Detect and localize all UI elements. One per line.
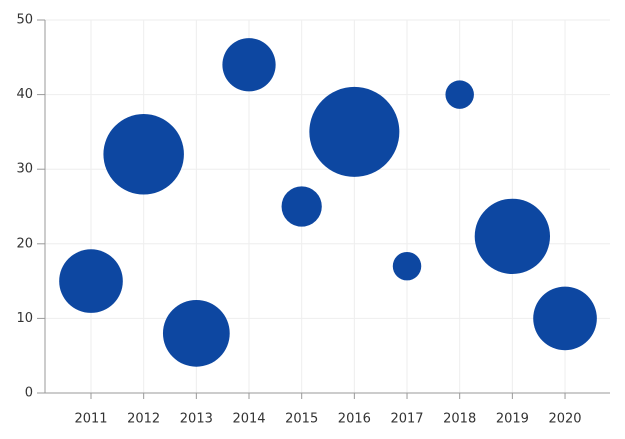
bubble	[59, 249, 123, 313]
x-tick-label: 2020	[548, 412, 581, 427]
bubble	[474, 198, 551, 274]
bubble	[445, 80, 474, 109]
bubble	[392, 251, 422, 281]
bubble	[309, 86, 400, 177]
y-tick-label: 50	[16, 13, 33, 28]
x-tick-label: 2017	[390, 412, 423, 427]
bubble	[162, 299, 230, 367]
x-tick-label: 2013	[180, 412, 213, 427]
y-tick-label: 40	[16, 87, 33, 102]
x-tick-label: 2012	[127, 412, 160, 427]
y-tick-label: 30	[16, 162, 33, 177]
bubble	[281, 186, 322, 227]
bubble	[103, 114, 184, 195]
bubble	[222, 38, 276, 92]
x-tick-label: 2014	[232, 412, 265, 427]
y-tick-label: 10	[16, 311, 33, 326]
y-tick-label: 20	[16, 236, 33, 251]
x-tick-label: 2018	[443, 412, 476, 427]
x-tick-label: 2019	[496, 412, 529, 427]
y-tick-label: 0	[25, 386, 33, 401]
x-tick-label: 2011	[74, 412, 107, 427]
x-tick-label: 2015	[285, 412, 318, 427]
x-tick-label: 2016	[338, 412, 371, 427]
bubble	[533, 286, 597, 351]
